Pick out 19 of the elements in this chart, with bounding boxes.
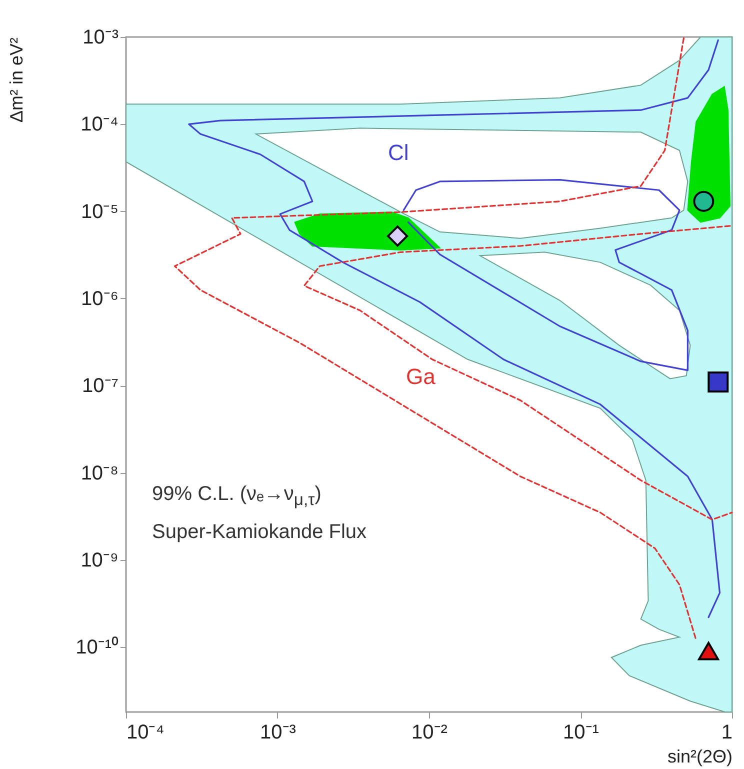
y-tick-label: 10⁻⁹ — [80, 549, 118, 572]
x-tick-label: 10⁻² — [412, 722, 448, 744]
x-tick-label: 1 — [721, 722, 732, 744]
annotation: Ga — [406, 364, 436, 390]
y-tick-label: 10⁻⁴ — [80, 114, 118, 136]
y-tick-label: 10⁻⁶ — [81, 288, 118, 310]
x-tick-label: 10⁻³ — [260, 722, 296, 744]
y-tick-label: 10⁻⁷ — [82, 375, 118, 398]
y-tick-label: 10⁻⁵ — [80, 200, 118, 223]
y-tick-label: 10⁻¹⁰ — [76, 636, 118, 659]
x-tick-label: 10⁻⁴ — [126, 722, 164, 744]
x-tick-label: 10⁻¹ — [563, 722, 600, 744]
annotation: Cl — [388, 140, 409, 166]
annotation: 99% C.L. (νₑ→ν$_{μ,τ}$) — [152, 482, 322, 511]
annotation: Super-Kamiokande Flux — [152, 520, 367, 545]
y-tick-label: 10⁻⁸ — [80, 462, 118, 484]
y-axis-title: Δm² in eV² — [6, 38, 26, 123]
x-axis-title: sin²(2Θ) — [667, 746, 732, 766]
y-tick-label: 10⁻³ — [82, 26, 119, 48]
